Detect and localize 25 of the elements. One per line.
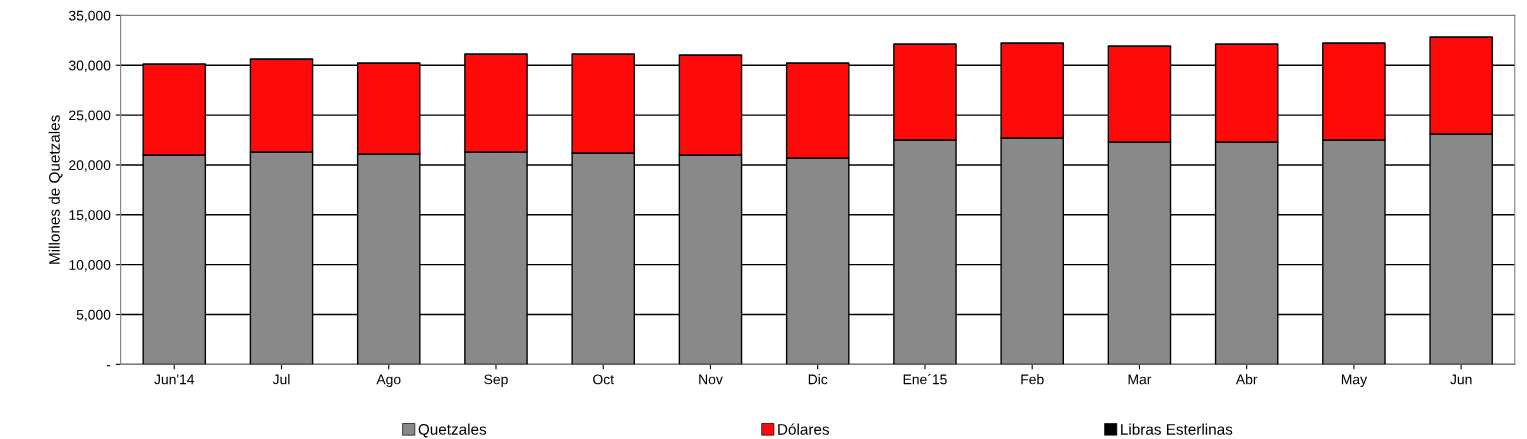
y-tick-label: 5,000 (76, 309, 111, 322)
y-tick-label: 20,000 (69, 160, 111, 172)
x-tick-label: Sep (484, 374, 508, 388)
y-tick-label: 10,000 (69, 259, 111, 272)
x-tick-label: Dic (808, 374, 828, 385)
legend-label: Dólares (778, 423, 830, 435)
y-tick-label: 35,000 (68, 10, 111, 23)
x-tick-label: May (1341, 374, 1368, 388)
x-tick-label: Abr (1235, 374, 1258, 385)
y-tick-label: 15,000 (69, 210, 111, 222)
x-tick-label: Mar (1128, 374, 1152, 385)
x-tick-label: Jul (272, 374, 290, 385)
x-tick-label: Feb (1021, 374, 1044, 385)
legend-label: Quetzales (418, 423, 487, 438)
x-tick-label: Oct (593, 374, 614, 385)
x-tick-label: Ago (376, 374, 401, 388)
x-tick-label: Jun'14 (154, 374, 195, 385)
x-tick-label: Ene´15 (903, 373, 947, 385)
legend-label: Libras Esterlinas (1121, 423, 1233, 435)
y-tick-label: 25,000 (69, 110, 111, 122)
y-tick-label: 30,000 (68, 60, 111, 73)
y-axis-title: Millones de Quetzales (48, 115, 63, 264)
x-tick-label: Jun (1450, 374, 1472, 385)
x-tick-label: Nov (699, 374, 723, 385)
y-tick-label: - (106, 365, 111, 367)
